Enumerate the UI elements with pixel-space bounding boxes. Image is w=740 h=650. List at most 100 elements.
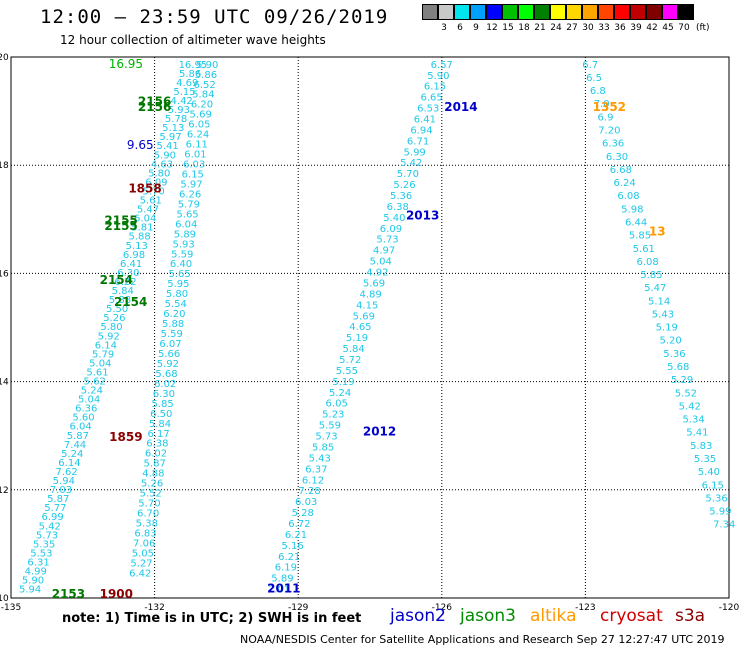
wave-height-value: 5.28 xyxy=(292,508,314,519)
wave-height-value: 5.68 xyxy=(667,362,689,373)
wave-height-value: 5.84 xyxy=(149,419,171,430)
wave-height-value: 7.34 xyxy=(713,520,735,531)
wave-height-value: 6.71 xyxy=(407,136,429,147)
wave-height-value: 4.97 xyxy=(373,246,395,257)
wave-height-value: 6.07 xyxy=(159,339,181,350)
wave-height-value: 5.87 xyxy=(47,494,69,505)
wave-height-value: 5.47 xyxy=(137,205,159,216)
wave-height-value: 5.19 xyxy=(346,333,368,344)
track-time-label: 1859 xyxy=(109,430,142,444)
wave-height-value: 6.09 xyxy=(145,177,167,188)
track-time-label: 2012 xyxy=(363,425,396,439)
track-time-label: 13 xyxy=(649,225,666,239)
wave-height-value: 5.97 xyxy=(159,132,181,143)
wave-height-value: 5.87 xyxy=(67,431,89,442)
wave-height-value: 5.04 xyxy=(89,358,111,369)
wave-height-value: 7.06 xyxy=(133,538,155,549)
wave-height-value: 6.12 xyxy=(302,475,324,486)
wave-height-value: 5.50 xyxy=(106,304,128,315)
wave-height-value: 6.53 xyxy=(417,104,439,115)
wave-height-value: 4.15 xyxy=(356,300,378,311)
color-swatch xyxy=(422,4,438,20)
color-scale-label: 21 xyxy=(534,23,546,33)
color-swatch xyxy=(662,4,678,20)
color-swatch xyxy=(518,4,534,20)
wave-height-value: 5.87 xyxy=(144,459,166,470)
map-frame xyxy=(10,56,730,599)
color-swatch xyxy=(630,4,646,20)
color-scale-label: 45 xyxy=(662,23,674,33)
wave-height-value: 6.7 xyxy=(582,60,598,71)
color-scale-label: 27 xyxy=(566,23,578,33)
color-swatch xyxy=(566,4,582,20)
lon-tick-label: -132 xyxy=(144,603,164,613)
color-scale-label: 70 xyxy=(678,23,690,33)
wave-height-value: 5.70 xyxy=(138,499,160,510)
lon-tick-label: -123 xyxy=(575,603,595,613)
color-scale-label: 18 xyxy=(518,23,530,33)
wave-height-value: 5.52 xyxy=(675,388,697,399)
wave-height-value: 6.22 xyxy=(114,277,136,288)
wave-height-value: 5.83 xyxy=(690,441,712,452)
wave-height-value: 5.69 xyxy=(190,110,212,121)
wave-height-value: 6.98 xyxy=(123,250,145,261)
wave-height-value: 5.36 xyxy=(705,493,727,504)
track-time-label: 2011 xyxy=(267,582,300,596)
wave-height-value: 5.61 xyxy=(86,367,108,378)
page-title: 12:00 — 23:59 UTC 09/26/2019 xyxy=(40,6,389,28)
wave-height-value: 5.19 xyxy=(656,323,678,334)
wave-height-value: 4.99 xyxy=(25,566,47,577)
color-scale-label: 9 xyxy=(473,23,479,33)
color-scale-label: 12 xyxy=(486,23,498,33)
color-scale-unit: (ft) xyxy=(696,23,710,33)
wave-height-value: 6.09 xyxy=(380,224,402,235)
wave-height-value: 5.69 xyxy=(353,311,375,322)
wave-height-value: 5.70 xyxy=(397,169,419,180)
wave-height-value: 6.03 xyxy=(295,497,317,508)
wave-height-value: 5.61 xyxy=(633,244,655,255)
wave-height-value: 6.02 xyxy=(145,449,167,460)
wave-height-value: 6.83 xyxy=(134,528,156,539)
color-swatch xyxy=(438,4,454,20)
wave-height-value: 6.38 xyxy=(146,439,168,450)
track-time-label: 9.65 xyxy=(127,138,154,152)
wave-height-value: 6.30 xyxy=(153,389,175,400)
wave-height-value: 6.36 xyxy=(602,139,624,150)
wave-height-value: 5.42 xyxy=(400,158,422,169)
wave-height-value: 5.79 xyxy=(92,349,114,360)
color-scale-label: 36 xyxy=(614,23,626,33)
wave-height-value: 5.99 xyxy=(709,507,731,518)
wave-height-value: 5.78 xyxy=(165,114,187,125)
wave-height-value: 6.38 xyxy=(387,202,409,213)
wave-height-value: 7.03 xyxy=(50,485,72,496)
track-time-label: 2153 xyxy=(52,587,85,601)
wave-height-value: 6.99 xyxy=(41,512,63,523)
wave-height-value: 16.95 xyxy=(179,60,208,71)
wave-height-value: 6.50 xyxy=(150,409,172,420)
wave-height-value: 6.9 xyxy=(598,112,614,123)
wave-height-value: 6.26 xyxy=(179,189,201,200)
wave-height-value: 5.23 xyxy=(322,410,344,421)
wave-height-value: 6.30 xyxy=(606,152,628,163)
wave-height-value: 5.13 xyxy=(126,241,148,252)
wave-height-value: 5.77 xyxy=(44,503,66,514)
wave-height-value: 5.59 xyxy=(161,329,183,340)
lat-tick-label: 10 xyxy=(0,594,9,604)
wave-height-value: 5.89 xyxy=(271,574,293,585)
wave-height-value: 5.70 xyxy=(142,186,164,197)
color-swatch xyxy=(470,4,486,20)
wave-height-value: 7.0 xyxy=(594,99,610,110)
color-scale-label: 30 xyxy=(582,23,594,33)
wave-height-value: 5.92 xyxy=(98,331,120,342)
wave-height-value: 4.42 xyxy=(171,96,193,107)
wave-height-value: 4.65 xyxy=(349,322,371,333)
lat-tick-label: 16 xyxy=(0,269,9,279)
wave-height-value: 5.54 xyxy=(165,299,187,310)
lat-tick-label: 20 xyxy=(0,53,9,63)
color-swatch xyxy=(646,4,662,20)
wave-height-value: 4.89 xyxy=(359,289,381,300)
wave-height-value: 5.42 xyxy=(679,401,701,412)
wave-height-value: 6.03 xyxy=(183,160,205,171)
wave-height-value: 5.84 xyxy=(343,344,365,355)
